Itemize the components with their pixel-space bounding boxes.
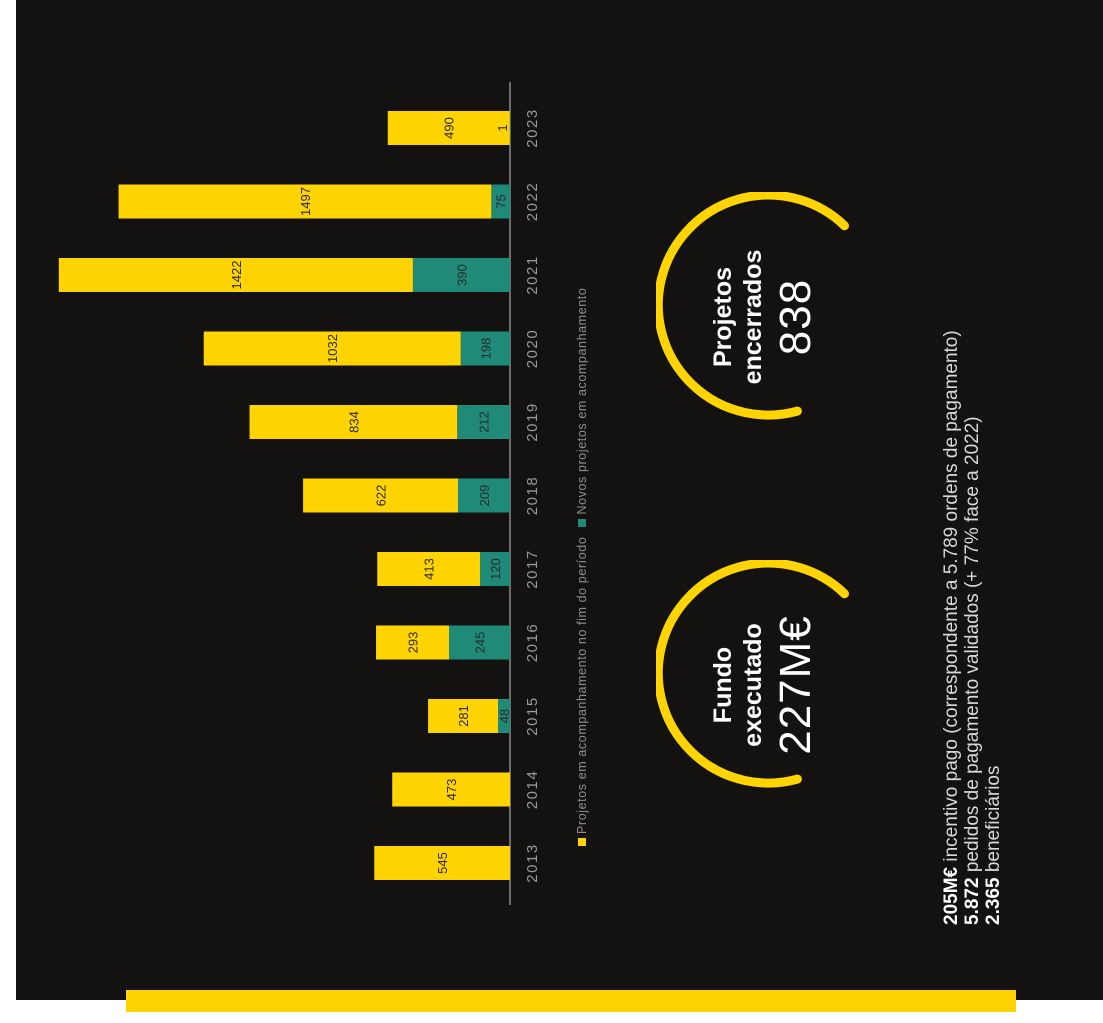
data-label-acompanhamento-2021: 1422: [229, 261, 244, 290]
data-label-acompanhamento-2016: 293: [406, 632, 421, 654]
bar-segment-acompanhamento-2023: [387, 111, 510, 145]
x-tick-2021: 2021: [524, 255, 541, 294]
data-label-acompanhamento-2013: 545: [435, 852, 450, 874]
bar-segment-novos-2018: [457, 478, 511, 513]
kpi-value-projetos: 838: [771, 278, 820, 356]
summary-value: 5.872: [962, 877, 983, 925]
bar-segment-novos-2023: [509, 111, 511, 145]
summary-line-pedidos: 5.872 pedidos de pagamento validados (+ …: [962, 25, 983, 925]
bar-segment-acompanhamento-2015: [428, 699, 499, 733]
x-tick-2014: 2014: [524, 770, 541, 809]
kpi-title-line2: encerrados: [739, 249, 767, 385]
x-tick-2019: 2019: [524, 402, 541, 441]
bar-segment-acompanhamento-2020: [203, 331, 461, 366]
legend-item-acompanhamento: Projetos em acompanhamento no fim do per…: [575, 533, 589, 846]
bar-segment-novos-2022: [491, 184, 511, 219]
summary-text: beneficiários: [983, 765, 1004, 878]
data-label-novos-2022: 75: [494, 194, 509, 208]
chart-legend: Projetos em acompanhamento no fim do per…: [575, 86, 589, 846]
kpi-arc-path: [656, 192, 849, 420]
bars-group: [58, 111, 511, 880]
rotated-content: 545 473 281 48 293 245 413 120 622 209 834 212 1032 1…: [16, 0, 1103, 1000]
legend-label-acompanhamento: Projetos em acompanhamento no fim do per…: [575, 536, 589, 834]
kpi-fundo-executado: Fundo executado 227M€: [656, 560, 906, 810]
kpi-arc-path: [656, 560, 849, 788]
x-tick-2022: 2022: [524, 182, 541, 221]
kpi-title-projetos: Projetos encerrados: [708, 187, 768, 447]
bar-segment-novos-2015: [498, 699, 511, 733]
summary-line-incentivo: 205M€ incentivo pago (correspondente a 5…: [941, 25, 962, 925]
bar-segment-novos-2020: [460, 331, 510, 366]
bar-segment-acompanhamento-2019: [249, 405, 458, 439]
data-label-novos-2016: 245: [472, 632, 487, 654]
data-label-novos-2020: 198: [478, 338, 493, 360]
data-label-acompanhamento-2015: 281: [456, 705, 471, 727]
kpi-title-fundo: Fundo executado: [708, 555, 768, 815]
x-tick-2020: 2020: [524, 329, 541, 368]
x-tick-2023: 2023: [524, 108, 541, 147]
legend-item-novos: Novos projetos em acompanhamento: [575, 288, 589, 527]
infographic-panel: 545 473 281 48 293 245 413 120 622 209 834 212 1032 1…: [16, 0, 1103, 1000]
x-tick-2015: 2015: [524, 696, 541, 735]
kpi-title-line1: Projetos: [709, 266, 737, 368]
stacked-bar-chart: 545 473 281 48 293 245 413 120 622 209 834 212 1032 1…: [58, 82, 541, 905]
kpi-arc-projetos: [656, 192, 849, 420]
bar-segment-novos-2016: [448, 625, 510, 660]
bar-segment-novos-2021: [412, 258, 511, 292]
legend-swatch-teal: [578, 518, 586, 527]
data-label-acompanhamento-2023: 490: [442, 117, 457, 139]
bar-segment-acompanhamento-2022: [118, 184, 492, 219]
kpi-title-line1: Fundo: [709, 646, 737, 724]
data-label-novos-2018: 209: [477, 485, 492, 507]
kpi-title-line2: executado: [739, 623, 767, 747]
data-label-novos-2015: 48: [497, 709, 512, 723]
kpi-projetos-encerrados: Projetos encerrados 838: [656, 192, 906, 442]
legend-label-novos: Novos projetos em acompanhamento: [575, 287, 589, 515]
data-label-novos-2021: 390: [454, 264, 469, 286]
summary-value: 2.365: [983, 877, 1004, 925]
bar-segment-acompanhamento-2018: [303, 478, 458, 513]
data-label-novos-2023: 1: [495, 124, 510, 131]
data-label-novos-2019: 212: [477, 411, 492, 433]
summary-text: pedidos de pagamento validados (+ 77% fa…: [962, 416, 983, 878]
bar-segment-acompanhamento-2021: [58, 258, 413, 292]
x-tick-2013: 2013: [524, 843, 541, 882]
x-tick-2018: 2018: [524, 476, 541, 515]
data-label-acompanhamento-2018: 622: [374, 485, 389, 507]
bar-segment-acompanhamento-2014: [392, 772, 510, 807]
legend-swatch-yellow: [578, 838, 586, 846]
bar-segment-novos-2017: [480, 552, 510, 586]
summary-text: incentivo pago (correspondente a 5.789 o…: [941, 330, 962, 867]
data-label-acompanhamento-2019: 834: [346, 411, 361, 433]
kpi-value-fundo: 227M€: [771, 615, 820, 755]
data-label-novos-2017: 120: [488, 558, 503, 580]
kpi-arc-fundo: [656, 560, 849, 788]
bar-segment-acompanhamento-2013: [374, 846, 511, 880]
bar-segment-acompanhamento-2016: [376, 625, 449, 660]
data-label-acompanhamento-2017: 413: [422, 558, 437, 580]
data-label-acompanhamento-2020: 1032: [325, 334, 340, 363]
years-group: 2013 2014 2015 2016 2017 2018 2019 2020 2021 2022…: [524, 108, 541, 882]
x-tick-2017: 2017: [524, 549, 541, 588]
data-label-acompanhamento-2014: 473: [444, 779, 459, 801]
summary-line-beneficiarios: 2.365 beneficiários: [983, 25, 1004, 926]
labels-group: 545 473 281 48 293 245 413 120 622 209 834 212 1032 1…: [229, 117, 512, 874]
summary-value: 205M€: [941, 866, 962, 925]
bar-segment-acompanhamento-2017: [377, 552, 481, 586]
x-tick-2016: 2016: [524, 623, 541, 662]
summary-block: 205M€ incentivo pago (correspondente a 5…: [941, 25, 1004, 925]
bar-segment-novos-2019: [457, 405, 511, 439]
accent-strip: [126, 990, 1016, 1012]
data-label-acompanhamento-2022: 1497: [298, 187, 313, 216]
